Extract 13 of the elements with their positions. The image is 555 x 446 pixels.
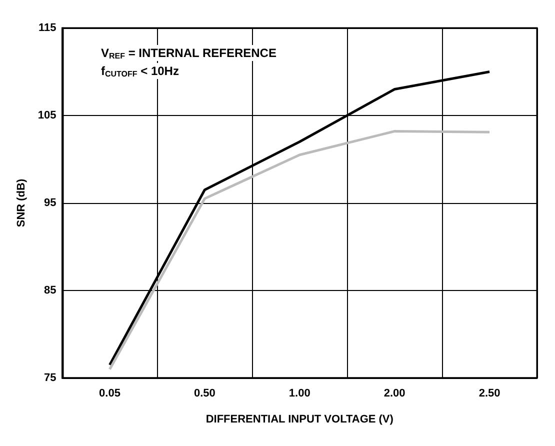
x-tick-label: 0.50	[194, 388, 216, 400]
x-tick-label: 0.05	[99, 388, 120, 400]
y-tick-label: 105	[38, 110, 56, 122]
x-tick-label: 2.00	[384, 388, 406, 400]
y-tick-label: 75	[44, 372, 56, 384]
y-tick-label: 115	[38, 22, 56, 34]
x-tick-label: 2.50	[478, 388, 500, 400]
y-axis-title: SNR (dB)	[16, 178, 28, 228]
x-tick-label: 1.00	[288, 388, 310, 400]
y-tick-label: 95	[44, 197, 56, 209]
y-tick-label: 85	[44, 284, 56, 296]
x-axis-title: DIFFERENTIAL INPUT VOLTAGE (V)	[206, 414, 394, 426]
line-series	[108, 130, 491, 370]
